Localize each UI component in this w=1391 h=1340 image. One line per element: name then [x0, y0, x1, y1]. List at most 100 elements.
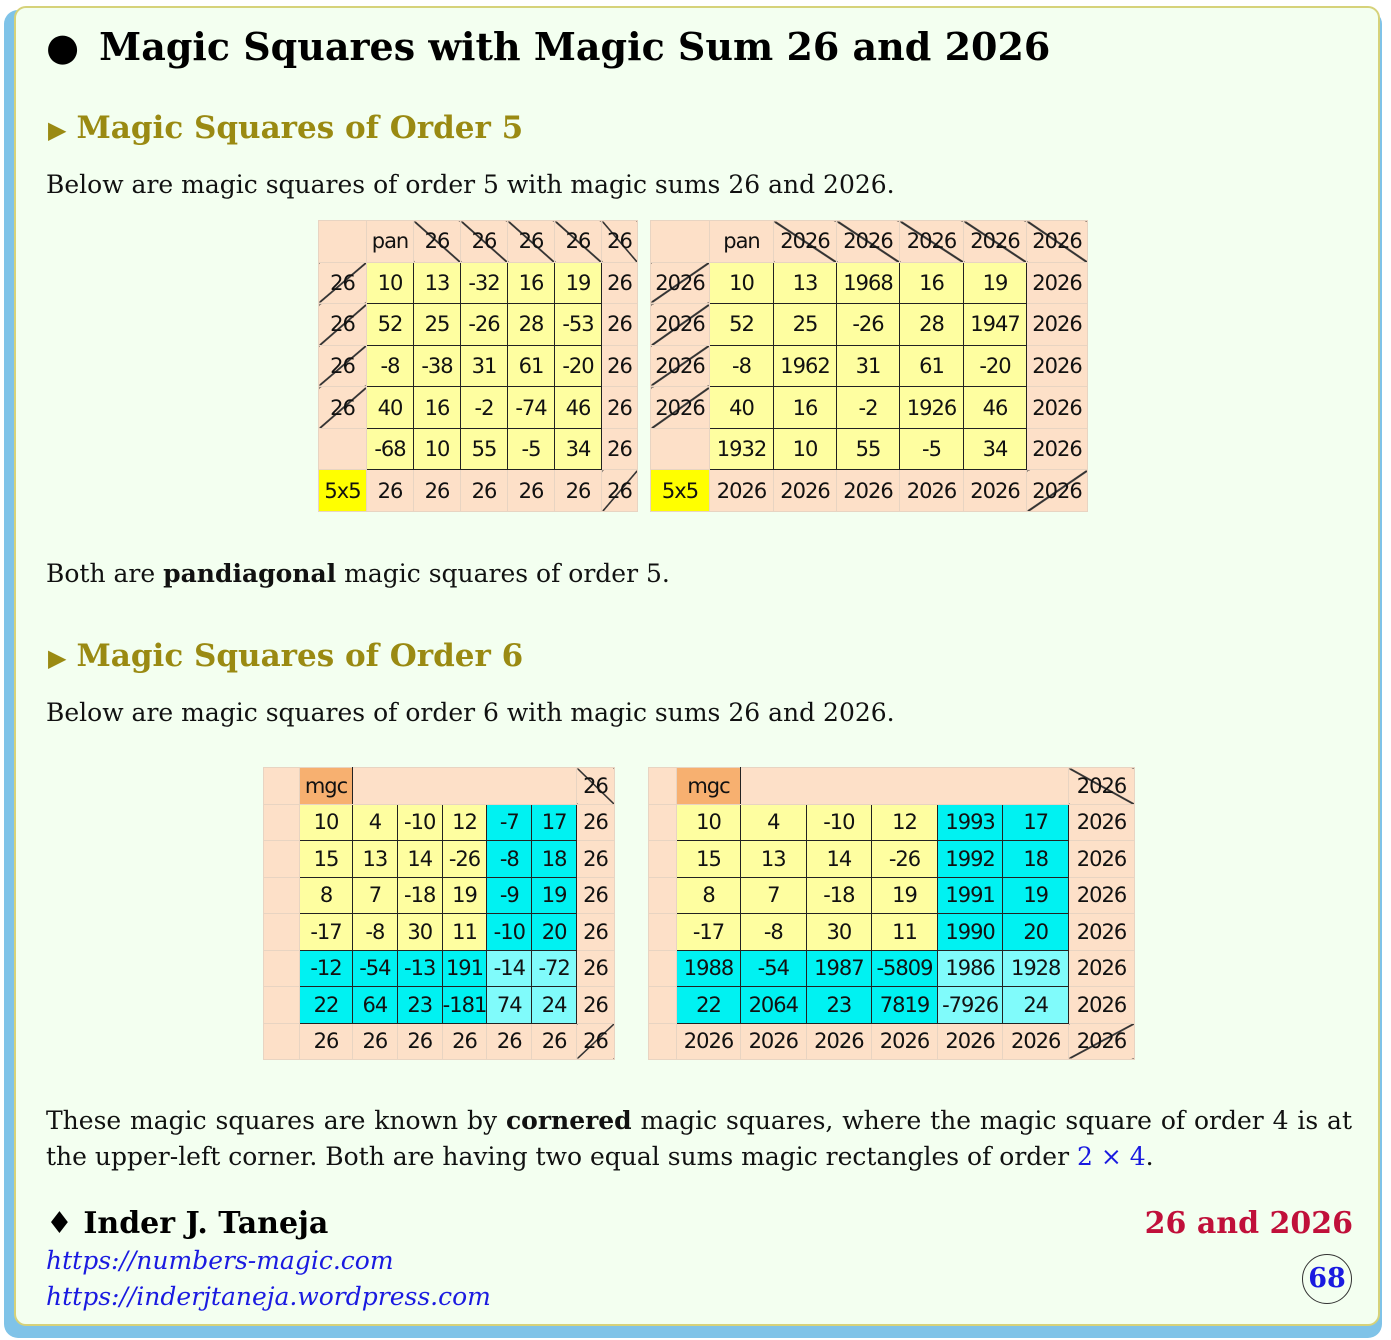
square-cell: 34	[554, 427, 602, 471]
margin-cell	[263, 913, 300, 951]
table-row: 10 4 -10 12 1993 17 2026	[648, 803, 1135, 841]
square-cell: 34	[963, 427, 1027, 471]
corner-cell	[318, 220, 367, 263]
square-cell: 61	[899, 344, 964, 388]
square-cell: 15	[676, 840, 741, 878]
square-cell: 7819	[871, 986, 938, 1024]
square-cell: -181	[441, 986, 488, 1024]
magic-square-5-sum2026: pan 2026 2026 2026 2026 2026 2026 10 13 1968 16 19 2…	[650, 220, 1088, 512]
column-sum: 26	[366, 469, 414, 512]
square-cell: -8	[366, 344, 414, 388]
margin-cell	[263, 986, 300, 1024]
row-sum: 26	[601, 344, 638, 388]
square-cell: 10	[709, 261, 774, 305]
square-cell: -8	[486, 840, 533, 878]
header-blank	[740, 767, 1069, 805]
table-row: 2026 2026 2026 2026 2026 2026 2026	[648, 1022, 1135, 1060]
row-sum: 26	[576, 949, 615, 987]
square-cell: -10	[486, 913, 533, 951]
square-cell: 16	[773, 386, 837, 429]
square-cell: 25	[773, 303, 837, 346]
column-sum: 2026	[1026, 469, 1088, 512]
table-row: 5x5 2026 2026 2026 2026 2026 2026	[650, 469, 1088, 512]
triangle-icon: ▶	[48, 643, 67, 672]
square-cell: 7	[352, 876, 398, 914]
square-cell: -14	[486, 949, 533, 987]
heading-text: Magic Squares of Order 6	[76, 638, 524, 674]
square-cell: 17	[531, 803, 577, 841]
order-label: 5x5	[318, 469, 367, 512]
column-sum: 2026	[936, 1022, 1004, 1060]
square-cell: -18	[805, 876, 873, 914]
title-text: Magic Squares with Magic Sum 26 and 2026	[99, 24, 1051, 69]
margin-cell	[263, 949, 300, 987]
order-label: 5x5	[650, 469, 710, 512]
author-name: Inder J. Taneja	[83, 1206, 329, 1241]
row-sum: 2026	[1068, 840, 1135, 878]
link-wordpress[interactable]: https://inderjtaneja.wordpress.com	[46, 1282, 491, 1311]
table-row: -12 -54 -13 191 -14 -72 26	[263, 949, 615, 987]
table-row: 2026 52 25 -26 28 1947 2026	[650, 303, 1088, 346]
diagonal-sum: 2026	[1068, 767, 1135, 805]
square-cell: -12	[299, 949, 353, 987]
table-row: pan 2026 2026 2026 2026 2026	[650, 220, 1088, 263]
column-sum: 26	[299, 1022, 353, 1060]
square-cell: 19	[871, 876, 938, 914]
column-sum: 2026	[1002, 1022, 1069, 1060]
link-numbers-magic[interactable]: https://numbers-magic.com	[46, 1246, 394, 1275]
column-sum: 26	[441, 1022, 488, 1060]
margin-cell	[263, 767, 300, 805]
square-cell: 12	[871, 803, 938, 841]
mgc-label: mgc	[299, 767, 353, 805]
column-diagonal-sum: 26	[554, 220, 602, 263]
square-cell: 74	[486, 986, 533, 1024]
intro-order6: Below are magic squares of order 6 with …	[46, 698, 895, 727]
column-diagonal-sum: 2026	[899, 220, 964, 263]
square-cell: 24	[1002, 986, 1069, 1024]
diagonal-sum: 26	[576, 1022, 615, 1060]
margin-cell	[648, 876, 677, 914]
square-cell: 31	[836, 344, 900, 388]
square-cell: 13	[773, 261, 837, 305]
note-bold: cornered	[505, 1106, 632, 1135]
square-cell: 31	[460, 344, 508, 388]
table-row: 10 4 -10 12 -7 17 26	[263, 803, 615, 841]
square-cell: 1988	[676, 949, 741, 987]
square-cell: 4	[740, 803, 807, 841]
square-cell: -5	[899, 427, 964, 471]
square-cell: 11	[871, 913, 938, 951]
square-cell: 16	[413, 386, 461, 429]
row-diagonal-sum	[318, 427, 367, 471]
column-sum: 2026	[709, 469, 774, 512]
square-cell: 1947	[963, 303, 1027, 346]
square-cell: 20	[531, 913, 577, 951]
row-sum: 26	[601, 427, 638, 471]
table-row: 1988 -54 1987 -5809 1986 1928 2026	[648, 949, 1135, 987]
table-row: 22 2064 23 7819 -7926 24 2026	[648, 986, 1135, 1024]
table-row: -17 -8 30 11 1990 20 2026	[648, 913, 1135, 951]
table-row: 2026 -8 1962 31 61 -20 2026	[650, 344, 1088, 388]
square-cell: -54	[352, 949, 398, 987]
square-cell: 13	[352, 840, 398, 878]
mgc-label: mgc	[676, 767, 741, 805]
square-cell: 10	[676, 803, 741, 841]
margin-cell	[263, 1022, 300, 1060]
margin-cell	[648, 840, 677, 878]
row-diagonal-sum: 2026	[650, 386, 710, 429]
row-sum: 2026	[1026, 386, 1088, 429]
table-row: 26 52 25 -26 28 -53 26	[318, 303, 638, 346]
square-cell: -26	[871, 840, 938, 878]
square-cell: 30	[396, 913, 443, 951]
margin-cell	[263, 803, 300, 841]
square-cell: -2	[460, 386, 508, 429]
triangle-icon: ▶	[48, 115, 67, 144]
page-title: ● Magic Squares with Magic Sum 26 and 202…	[46, 24, 1050, 69]
diamond-icon: ♦	[46, 1206, 84, 1241]
row-sum: 26	[576, 840, 615, 878]
header-blank	[352, 767, 577, 805]
row-diagonal-sum	[650, 427, 710, 471]
square-cell: 19	[531, 876, 577, 914]
page-number: 68	[1302, 1254, 1352, 1304]
square-cell: -8	[709, 344, 774, 388]
square-cell: 18	[531, 840, 577, 878]
